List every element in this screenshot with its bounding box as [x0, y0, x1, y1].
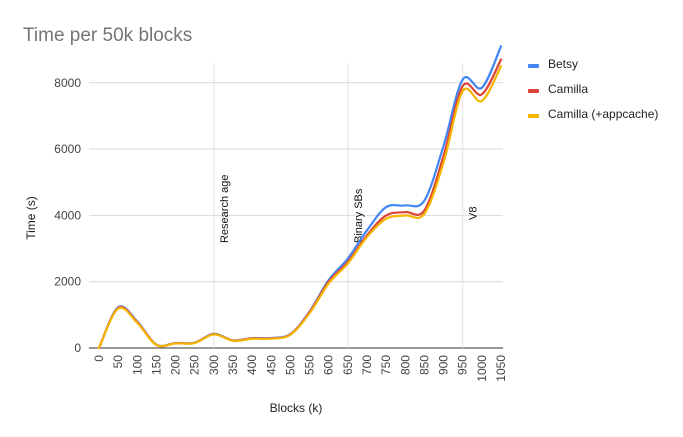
x-tick-label: 200: [169, 355, 183, 375]
x-tick-label: 300: [207, 355, 221, 375]
x-tick-label: 100: [130, 355, 144, 375]
legend-swatch: [528, 114, 539, 118]
x-tick-label: 1050: [494, 355, 508, 382]
x-tick-label: 0: [92, 355, 106, 362]
series-line-2: [97, 65, 503, 350]
x-tick-label: 750: [379, 355, 393, 375]
annotation-label: Binary SBs: [353, 188, 365, 243]
y-tick-label: 4000: [54, 208, 81, 222]
x-tick-label: 500: [283, 355, 297, 375]
y-axis-title: Time (s): [24, 196, 38, 240]
chart-title: Time per 50k blocks: [23, 25, 192, 46]
legend-item-label: Camilla: [548, 82, 588, 96]
x-tick-label: 950: [456, 355, 470, 375]
x-tick-label: 800: [398, 355, 412, 375]
x-tick-label: 650: [341, 355, 355, 375]
x-tick-label: 350: [226, 355, 240, 375]
legend-item-label: Camilla (+appcache): [548, 107, 658, 121]
x-tick-label: 700: [360, 355, 374, 375]
legend-item-label: Betsy: [548, 57, 578, 71]
x-tick-label: 850: [417, 355, 431, 375]
x-tick-label: 250: [188, 355, 202, 375]
annotation-label: Research age: [219, 175, 231, 244]
x-tick-label: 1000: [475, 355, 489, 382]
x-tick-label: 600: [322, 355, 336, 375]
x-tick-label: 900: [437, 355, 451, 375]
y-tick-label: 0: [74, 341, 81, 355]
legend-swatch: [528, 89, 539, 93]
x-axis-title: Blocks (k): [270, 401, 323, 415]
y-tick-label: 8000: [54, 76, 81, 90]
x-tick-label: 150: [149, 355, 163, 375]
x-tick-label: 550: [303, 355, 317, 375]
x-tick-label: 400: [245, 355, 259, 375]
y-tick-label: 6000: [54, 142, 81, 156]
legend-swatch: [528, 64, 539, 68]
x-tick-label: 450: [264, 355, 278, 375]
x-tick-label: 50: [111, 355, 125, 369]
y-tick-label: 2000: [54, 275, 81, 289]
annotation-label: V8: [468, 207, 480, 220]
